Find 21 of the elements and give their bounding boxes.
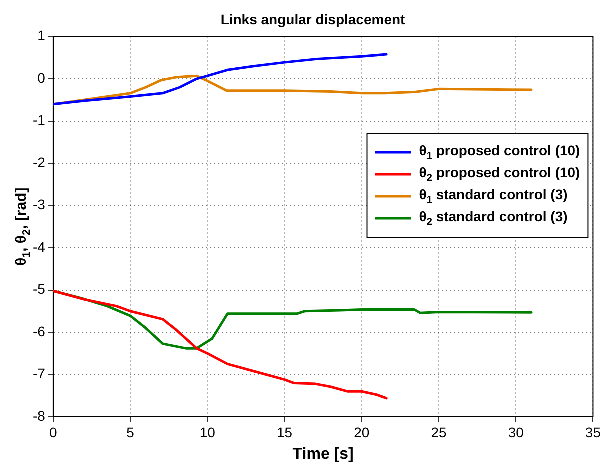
x-tick-label: 20 <box>354 424 370 440</box>
y-tick-label: -2 <box>32 154 46 170</box>
y-tick-label: 0 <box>38 70 46 86</box>
y-tick-label: -7 <box>32 366 46 382</box>
x-tick-label: 15 <box>276 424 293 440</box>
x-axis-title: Time [s] <box>292 446 354 463</box>
x-tick-label: 5 <box>126 424 135 440</box>
x-tick-label: 25 <box>431 424 447 440</box>
y-tick-label: -3 <box>32 196 46 213</box>
y-tick-label: 1 <box>38 28 46 44</box>
y-axis-title: θ1, θ2, [rad] <box>13 188 34 266</box>
x-tick-label: 10 <box>200 424 216 440</box>
y-tick-label: -6 <box>32 323 46 340</box>
chart-title: Links angular displacement <box>220 11 406 28</box>
y-tick-label: -1 <box>32 112 46 128</box>
y-tick-label: -5 <box>32 281 46 298</box>
x-tick-label: 0 <box>50 424 58 440</box>
y-tick-label: -4 <box>32 238 46 255</box>
y-tick-label: -8 <box>32 408 46 424</box>
x-tick-label: 30 <box>508 424 524 440</box>
x-tick-label: 35 <box>585 424 602 440</box>
